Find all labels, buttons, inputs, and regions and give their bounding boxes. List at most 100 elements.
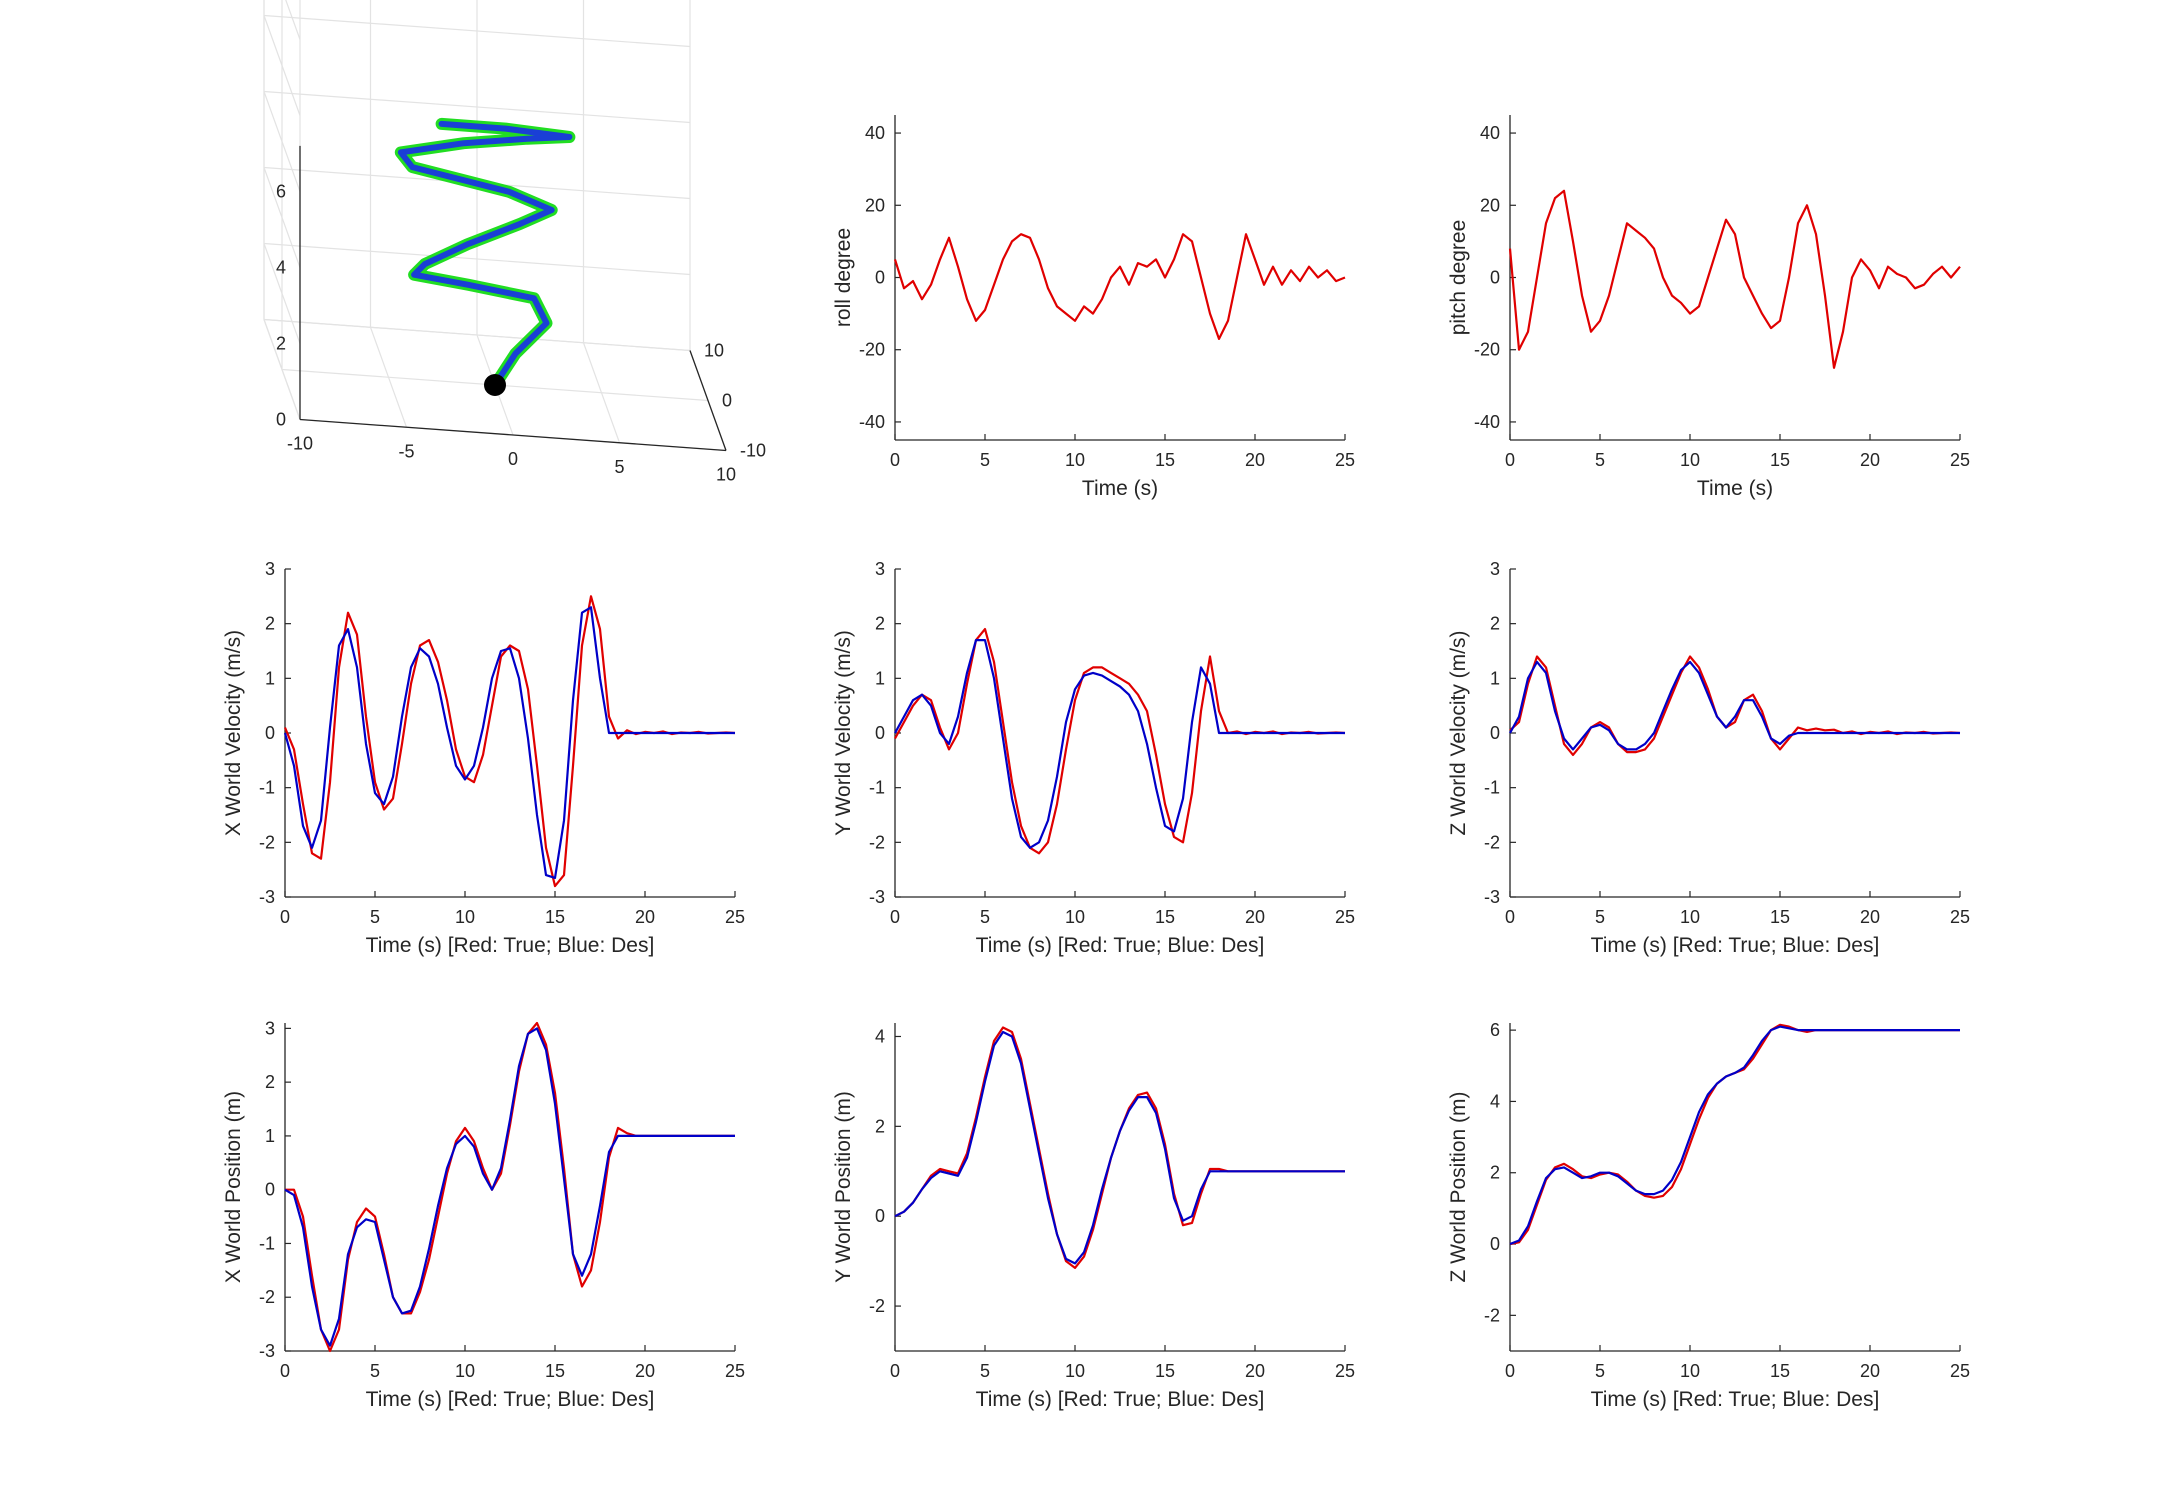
series-line-des (283, 606, 735, 880)
z-tick-label: 0 (276, 410, 286, 430)
chart-ypos: 0 5 10 15 20 25 -2 0 2 4 Time (s) [Red: True; Blue… (832, 1023, 1355, 1411)
y-tick-label: 40 (1480, 123, 1500, 143)
y-tick-label: -2 (1484, 1305, 1500, 1325)
trajectory-desired-band (394, 117, 576, 391)
x-tick-label: 20 (1245, 1361, 1265, 1381)
x-tick-label: 10 (1065, 907, 1085, 927)
x-tick-label: 10 (1065, 450, 1085, 470)
x-axis-label: Time (s) (1082, 477, 1158, 500)
y-axis-label: Y World Position (m) (832, 1091, 855, 1283)
trajectory-true-line (397, 120, 573, 388)
grid-line (285, 0, 301, 40)
y-tick-label: -1 (869, 778, 885, 798)
x-axis-line (299, 418, 727, 452)
series-line-true (1509, 655, 1961, 757)
x-tick-label: 0 (890, 907, 900, 927)
y-tick-label: 20 (865, 195, 885, 215)
y-axis-label: Y World Velocity (m/s) (832, 630, 855, 836)
x-tick-label: 20 (1860, 1361, 1880, 1381)
y-tick-label: 0 (875, 268, 885, 288)
y-tick-label: 3 (265, 1018, 275, 1038)
y-tick-label: 3 (265, 559, 275, 579)
x-tick-label: 10 (455, 907, 475, 927)
y-tick-label: -2 (259, 832, 275, 852)
y-tick-label: 2 (265, 614, 275, 634)
series-line-des (894, 638, 1345, 849)
series-line-true (894, 1026, 1345, 1270)
grid-line (263, 318, 691, 352)
x-tick-label: 5 (980, 907, 990, 927)
y-tick-label: -3 (259, 1341, 275, 1361)
y-tick-label: 1 (265, 1126, 275, 1146)
y-tick-label: -1 (1484, 778, 1500, 798)
x-tick-label: 10 (455, 1361, 475, 1381)
chart-zvel: 0 5 10 15 20 25 -3 -2 -1 0 1 2 3 Time (s) [Red: True;… (1447, 559, 1970, 957)
y-tick-label: 20 (1480, 195, 1500, 215)
x-tick-label: 25 (1950, 907, 1970, 927)
y-axis-label: X World Position (m) (222, 1091, 245, 1283)
x-tick-label: 15 (1155, 907, 1175, 927)
x-tick-label: 5 (980, 1361, 990, 1381)
x-tick-label: 0 (890, 450, 900, 470)
series-line-true (1509, 1023, 1960, 1246)
x-tick-label: 15 (545, 1361, 565, 1381)
y-tick-label: 0 (1490, 1234, 1500, 1254)
x-axis-label: Time (s) (1697, 477, 1773, 500)
chart-zpos: 0 5 10 15 20 25 -2 0 2 4 6 Time (s) [Red: True; Blu… (1447, 1020, 1970, 1411)
y-tick-label: 1 (265, 668, 275, 688)
y-tick-label: -40 (859, 412, 885, 432)
x-tick-label: 5 (980, 450, 990, 470)
x-tick-label: 0 (890, 1361, 900, 1381)
x-tick-label: -5 (398, 441, 414, 461)
series-line-true (285, 1021, 735, 1353)
x-tick-label: 20 (1245, 450, 1265, 470)
y-tick-label: 2 (875, 614, 885, 634)
y-axis-label: Z World Position (m) (1447, 1092, 1470, 1283)
series-line-main (893, 233, 1346, 340)
y-tick-label: -10 (740, 441, 766, 461)
x-tick-label: 5 (1595, 1361, 1605, 1381)
x-tick-label: 25 (725, 1361, 745, 1381)
x-tick-label: 10 (1680, 1361, 1700, 1381)
y-tick-label: -2 (259, 1287, 275, 1307)
y-tick-label: 0 (722, 391, 732, 411)
series-line-des (894, 1030, 1345, 1265)
x-tick-label: 15 (545, 907, 565, 927)
x-tick-label: 5 (1595, 907, 1605, 927)
series-line-des (1509, 1025, 1960, 1246)
x-tick-label: 25 (1335, 907, 1355, 927)
x-tick-label: 15 (1155, 450, 1175, 470)
x-tick-label: 20 (1860, 450, 1880, 470)
chart-yvel: 0 5 10 15 20 25 -3 -2 -1 0 1 2 3 Time (s) [Red: True;… (832, 559, 1355, 957)
series-line-true (894, 627, 1346, 855)
chart-xpos: 0 5 10 15 20 25 -3 -2 -1 0 1 2 3 Time (s) [Red: True;… (222, 1018, 745, 1411)
chart-pitch: 0 5 10 15 20 25 -40 -20 0 20 40 Time (s) pitch degre… (1447, 115, 1970, 500)
chart-xvel: 0 5 10 15 20 25 -3 -2 -1 0 1 2 3 Time (s) [Red: True;… (222, 559, 745, 957)
x-tick-label: 25 (1950, 450, 1970, 470)
x-tick-label: 5 (370, 907, 380, 927)
x-tick-label: 25 (1335, 450, 1355, 470)
x-axis-label: Time (s) [Red: True; Blue: Des] (366, 934, 655, 957)
x-tick-label: 15 (1155, 1361, 1175, 1381)
series-line-main (1508, 189, 1961, 369)
x-tick-label: 10 (1065, 1361, 1085, 1381)
x-tick-label: 0 (280, 907, 290, 927)
x-axis-label: Time (s) [Red: True; Blue: Des] (976, 1388, 1265, 1411)
x-tick-label: 5 (614, 457, 624, 477)
x-tick-label: 15 (1770, 1361, 1790, 1381)
x-tick-label: 5 (1595, 450, 1605, 470)
x-tick-label: 25 (1335, 1361, 1355, 1381)
y-tick-label: 0 (265, 1180, 275, 1200)
y-tick-label: 10 (704, 341, 724, 361)
x-tick-label: 25 (725, 907, 745, 927)
y-tick-label: 6 (1490, 1020, 1500, 1040)
x-tick-label: 0 (1505, 450, 1515, 470)
z-tick-label: 6 (276, 182, 286, 202)
y-tick-label: 2 (1490, 614, 1500, 634)
y-tick-label: -1 (259, 778, 275, 798)
y-tick-label: 1 (875, 668, 885, 688)
y-tick-label: 4 (1490, 1091, 1500, 1111)
x-tick-label: 0 (1505, 907, 1515, 927)
